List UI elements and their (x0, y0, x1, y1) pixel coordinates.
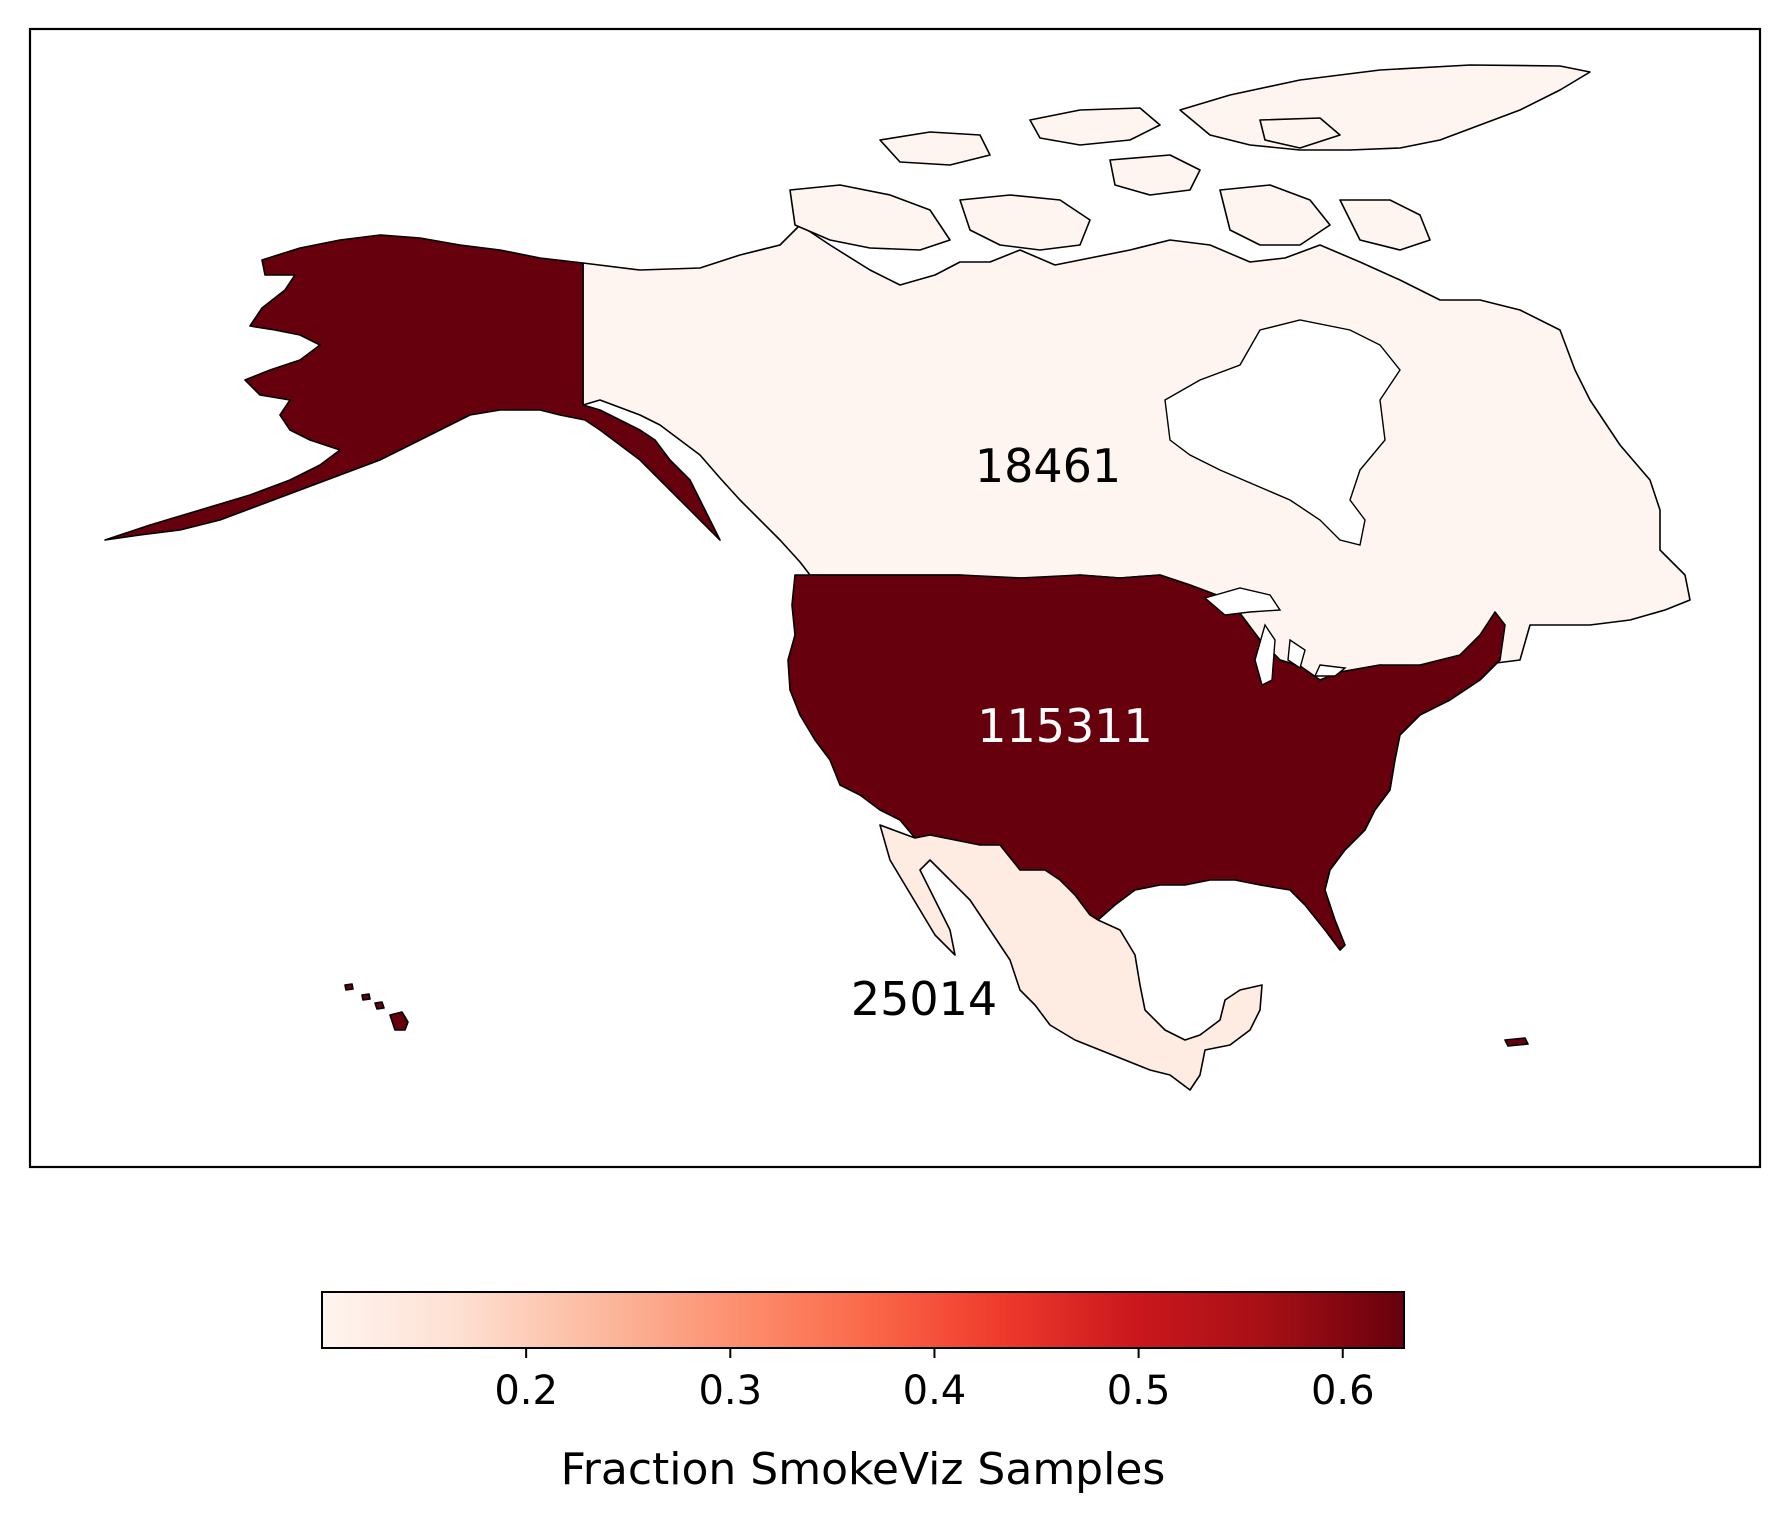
colorbar-gradient (321, 1291, 1405, 1349)
great-lakes (1203, 587, 1347, 687)
region-united-states[interactable] (787, 574, 1506, 951)
region-alaska[interactable] (104, 234, 721, 541)
colorbar-ticks: 0.2 0.3 0.4 0.5 0.6 (494, 1348, 1375, 1414)
colorbar-tick-label-4: 0.6 (1311, 1368, 1375, 1414)
canada-count-label: 18461 (975, 439, 1121, 493)
colorbar-tick-label-2: 0.4 (903, 1368, 967, 1414)
map-regions (104, 64, 1691, 1091)
colorbar-tick-label-0: 0.2 (494, 1368, 558, 1414)
hudson-bay (1164, 319, 1401, 546)
colorbar-tick-label-1: 0.3 (698, 1368, 762, 1414)
region-canada[interactable] (582, 224, 1691, 681)
colorbar-title: Fraction SmokeViz Samples (561, 1444, 1166, 1495)
region-canada-arctic-islands (789, 64, 1591, 251)
colorbar: 0.2 0.3 0.4 0.5 0.6 Fraction SmokeViz Sample… (321, 1291, 1405, 1495)
mexico-count-label: 25014 (851, 972, 997, 1026)
colorbar-tick-label-3: 0.5 (1107, 1368, 1171, 1414)
region-mexico[interactable] (879, 824, 1263, 1091)
united-states-count-label: 115311 (977, 699, 1153, 753)
region-hawaii (344, 983, 409, 1031)
region-puerto-rico (1504, 1037, 1529, 1047)
